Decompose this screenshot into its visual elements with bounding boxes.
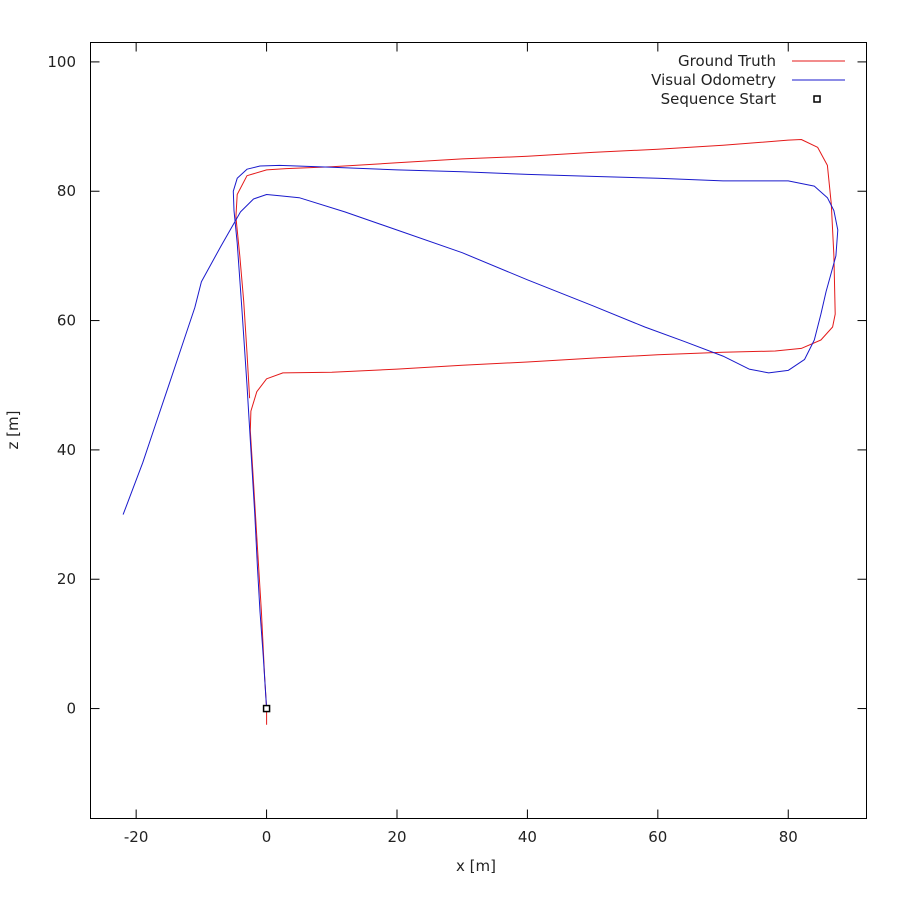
plot-frame [90,42,867,819]
legend-label: Sequence Start [661,90,777,108]
x-tick-label: 40 [518,828,537,846]
series-line-0 [235,139,836,725]
x-tick-label: 20 [387,828,406,846]
x-tick-label: 0 [262,828,272,846]
x-tick-label: 60 [648,828,667,846]
legend-label: Visual Odometry [651,71,776,89]
y-tick-label: 100 [47,53,76,71]
sequence-start-marker [262,704,271,713]
y-tick-label: 20 [57,570,76,588]
series-layer [122,139,839,725]
marker-layer [262,704,271,713]
y-tick-label: 40 [57,441,76,459]
y-tick-label: 0 [66,700,76,718]
legend-swatch [813,95,821,103]
x-axis-label: x [m] [456,857,496,875]
x-tick-label: 80 [779,828,798,846]
y-axis-label: z [m] [4,411,22,450]
y-tick-label: 60 [57,312,76,330]
legend-label: Ground Truth [678,52,776,70]
y-tick-label: 80 [57,182,76,200]
tick-labels: -20 0 20 40 60 80 0 20 40 60 80 100 [47,53,797,846]
tick-marks [90,42,867,819]
series-line-1 [122,164,839,709]
x-tick-label: -20 [124,828,149,846]
